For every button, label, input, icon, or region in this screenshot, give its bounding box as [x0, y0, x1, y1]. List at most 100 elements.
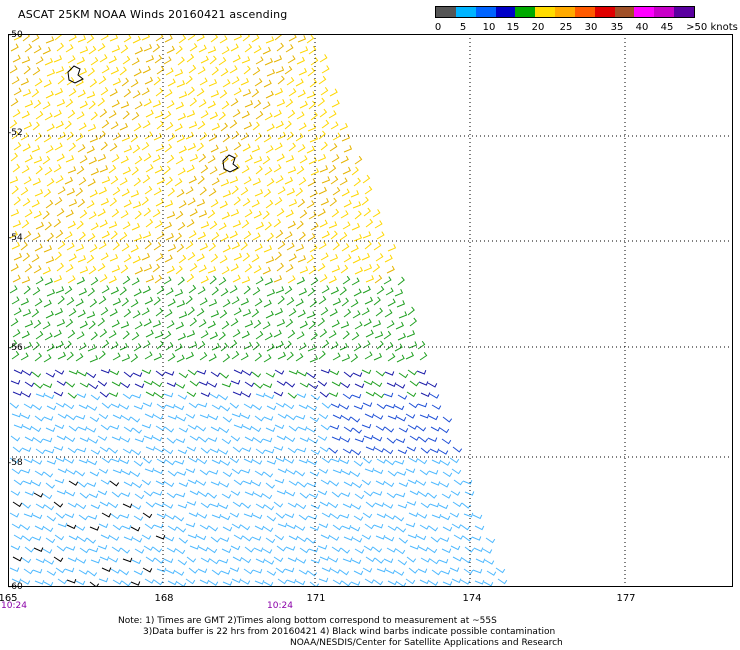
wind-barb	[296, 56, 305, 65]
wind-barb	[133, 68, 142, 77]
wind-barb	[32, 459, 43, 465]
wind-barb	[310, 57, 319, 66]
wind-barb	[319, 54, 328, 63]
wind-barb	[222, 190, 232, 198]
wind-barb	[383, 503, 394, 509]
wind-barb	[23, 403, 34, 409]
wind-barb	[89, 416, 100, 423]
wind-barb	[119, 177, 128, 186]
wind-barb	[175, 548, 186, 555]
wind-barb	[417, 340, 426, 350]
wind-barb	[35, 276, 44, 285]
wind-barb	[122, 503, 133, 509]
wind-barb	[98, 295, 107, 305]
wind-barb	[405, 413, 416, 419]
wind-barb	[20, 579, 31, 585]
wind-barb	[208, 188, 217, 197]
wind-barb	[64, 513, 75, 519]
wind-barb	[31, 371, 42, 378]
wind-barb	[240, 77, 249, 86]
wind-barb	[242, 88, 252, 97]
wind-barb	[320, 479, 331, 485]
wind-barb	[130, 79, 139, 88]
wind-barb	[152, 100, 162, 108]
wind-barb	[132, 144, 141, 154]
wind-barb	[351, 277, 360, 286]
wind-barb	[21, 330, 30, 339]
wind-barb	[53, 501, 64, 508]
wind-barb	[350, 244, 359, 253]
wind-barb	[288, 370, 299, 375]
wind-barb	[13, 87, 22, 96]
wind-barb	[242, 198, 251, 207]
wind-barb	[32, 121, 40, 131]
wind-barb	[486, 570, 497, 576]
wind-barb	[442, 581, 453, 586]
wind-barb	[189, 263, 198, 272]
wind-barb	[112, 414, 123, 420]
wind-barb	[462, 535, 473, 542]
wind-barb	[186, 446, 197, 452]
wind-barb	[165, 232, 174, 241]
wind-barb	[439, 482, 450, 488]
wind-barb	[31, 254, 40, 263]
wind-barb	[242, 480, 253, 485]
wind-barb	[397, 503, 408, 509]
wind-barb	[199, 469, 210, 476]
wind-barb	[440, 570, 451, 575]
wind-barb	[229, 567, 240, 572]
wind-barb	[386, 265, 395, 274]
wind-barb	[497, 578, 508, 585]
wind-barb	[119, 342, 128, 351]
wind-barb	[143, 490, 154, 497]
wind-barb	[120, 101, 130, 109]
wind-barb	[24, 263, 33, 273]
wind-barb	[251, 536, 262, 541]
wind-barb	[231, 241, 240, 250]
wind-barb	[383, 276, 392, 285]
wind-barb	[418, 546, 429, 552]
wind-barb	[231, 350, 240, 360]
wind-barb	[328, 502, 339, 509]
wind-barb	[9, 512, 20, 518]
wind-barb	[242, 425, 253, 431]
wind-barb	[78, 404, 89, 410]
wind-barb	[142, 512, 153, 519]
wind-barb	[208, 78, 218, 87]
wind-barb	[342, 448, 353, 454]
wind-barb	[453, 479, 464, 486]
wind-barb	[66, 187, 75, 196]
wind-barb	[132, 482, 143, 489]
wind-barb	[364, 351, 373, 360]
wind-barb	[463, 512, 474, 518]
wind-barb	[211, 459, 222, 465]
wind-barb	[89, 355, 99, 363]
wind-barb	[53, 109, 62, 118]
wind-barb	[119, 122, 128, 131]
wind-barb	[352, 482, 363, 489]
wind-barb	[254, 415, 265, 422]
wind-barb	[210, 253, 219, 263]
wind-barb	[165, 514, 176, 520]
wind-barb	[34, 188, 44, 197]
wind-barb	[253, 210, 262, 219]
wind-barb	[153, 414, 164, 420]
wind-barb	[231, 130, 240, 140]
wind-barb	[174, 178, 183, 187]
wind-barb	[111, 319, 120, 328]
wind-barb	[66, 524, 77, 530]
wind-barb	[395, 321, 404, 330]
wind-barb	[155, 307, 164, 317]
wind-barb	[288, 480, 299, 486]
latitude-label: -52	[8, 128, 23, 138]
wind-barb	[167, 415, 178, 420]
wind-barb	[309, 471, 320, 477]
wind-barb	[141, 87, 150, 96]
wind-barb	[10, 152, 19, 162]
wind-barb	[429, 558, 440, 565]
wind-barb	[364, 413, 375, 419]
wind-barb	[12, 274, 21, 283]
wind-barb	[178, 537, 188, 544]
wind-barb	[11, 296, 20, 305]
wind-barb	[23, 341, 32, 350]
